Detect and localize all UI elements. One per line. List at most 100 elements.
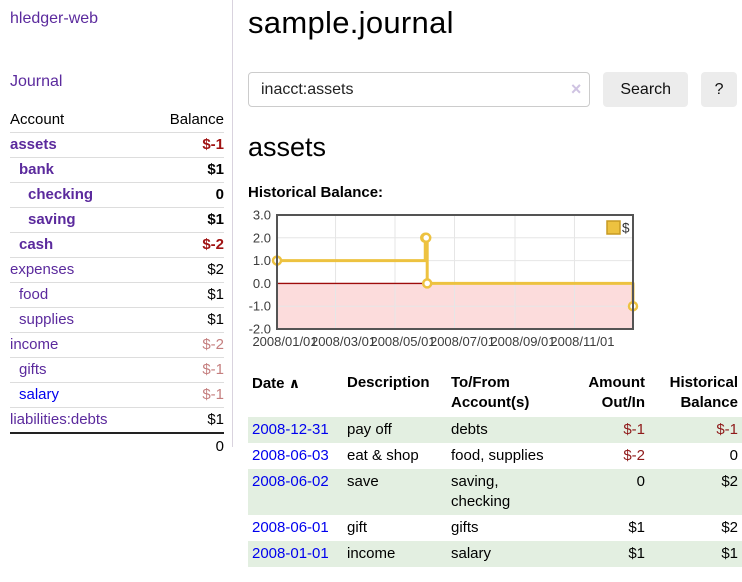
- app-title-link[interactable]: hledger-web: [10, 10, 99, 27]
- account-row: food $1: [10, 282, 224, 307]
- account-balance: 0: [215, 186, 224, 203]
- account-link[interactable]: bank: [19, 161, 55, 178]
- transaction-description: eat & shop: [347, 447, 419, 464]
- transaction-row[interactable]: 2008-06-03 eat & shop food, supplies $-2…: [248, 443, 742, 469]
- account-link[interactable]: assets: [10, 136, 57, 153]
- account-balance: $1: [207, 161, 224, 178]
- account-heading: assets: [248, 132, 327, 162]
- transaction-amount: $-2: [623, 447, 645, 464]
- account-row: bank $1: [10, 157, 224, 182]
- tofrom-column-header: To/From Account(s): [451, 374, 530, 411]
- transaction-balance: $2: [721, 519, 738, 536]
- chart-border: [276, 214, 634, 330]
- transaction-row[interactable]: 2008-06-01 gift gifts $1 $2: [248, 515, 742, 541]
- x-axis-tick-label: 2008/07/01: [430, 334, 495, 349]
- transaction-date-link[interactable]: 2008-06-01: [252, 519, 329, 536]
- y-axis-tick-label: 1.0: [253, 253, 271, 268]
- y-axis-tick-label: -1.0: [249, 299, 271, 314]
- balance-column-header: Balance: [169, 111, 224, 128]
- account-row: supplies $1: [10, 307, 224, 332]
- transaction-accounts: salary: [451, 545, 492, 562]
- account-row: income $-2: [10, 332, 224, 357]
- help-button[interactable]: ?: [701, 72, 737, 107]
- account-balance: $-2: [202, 336, 224, 353]
- transaction-accounts: food, supplies: [451, 447, 544, 464]
- date-column-header[interactable]: Date ∧: [248, 371, 343, 417]
- account-link[interactable]: cash: [19, 236, 54, 253]
- x-axis-tick-label: 2008/11/01: [550, 334, 614, 349]
- chart-svg: 3.0 2.0 1.0 0.0 -1.0 -2.02008/01/012008/03/01…: [249, 208, 639, 349]
- description-column-header: Description: [347, 374, 430, 391]
- account-link[interactable]: liabilities:debts: [10, 411, 108, 428]
- transaction-date-link[interactable]: 2008-06-02: [252, 473, 329, 490]
- page-title: sample.journal: [248, 5, 454, 40]
- transaction-accounts: saving, checking: [451, 473, 511, 510]
- transaction-date-link[interactable]: 2008-06-03: [252, 447, 329, 464]
- transaction-accounts: gifts: [451, 519, 479, 536]
- accounts-table: Account Balance assets $-1 bank $1 check…: [10, 108, 224, 459]
- amount-column-header: Amount Out/In: [588, 374, 645, 411]
- transaction-balance: $1: [721, 545, 738, 562]
- sidebar-item-journal[interactable]: Journal: [10, 73, 63, 90]
- transaction-description: gift: [347, 519, 368, 536]
- account-link[interactable]: salary: [19, 386, 60, 403]
- account-balance: $1: [207, 286, 224, 303]
- account-link[interactable]: checking: [28, 186, 94, 203]
- account-row: assets $-1: [10, 132, 224, 157]
- sort-ascending-icon: ∧: [288, 375, 301, 391]
- transaction-description: pay off: [347, 421, 392, 438]
- account-link[interactable]: saving: [28, 211, 76, 228]
- transaction-accounts: debts: [451, 421, 488, 438]
- y-axis-tick-label: -2.0: [249, 322, 271, 337]
- account-link[interactable]: food: [19, 286, 49, 303]
- transaction-amount: 0: [636, 473, 645, 490]
- clear-search-icon[interactable]: ×: [570, 79, 582, 99]
- accounts-table-header: Account Balance: [10, 108, 224, 132]
- data-point-marker: [421, 278, 433, 289]
- transaction-amount: $-1: [623, 421, 645, 438]
- transaction-balance: $-1: [716, 421, 738, 438]
- account-column-header: Account: [10, 111, 65, 128]
- account-link[interactable]: income: [10, 336, 59, 353]
- account-link[interactable]: gifts: [19, 361, 47, 378]
- register-header-row: Date ∧ Description To/From Account(s) Am…: [248, 371, 742, 417]
- transaction-date-link[interactable]: 2008-01-01: [252, 545, 329, 562]
- x-axis-tick-label: 2008/09/01: [490, 334, 555, 349]
- transaction-description: save: [347, 473, 379, 490]
- account-row: gifts $-1: [10, 357, 224, 382]
- account-row: cash $-2: [10, 232, 224, 257]
- account-balance: $1: [207, 311, 224, 328]
- transaction-row[interactable]: 2008-12-31 pay off debts $-1 $-1: [248, 417, 742, 443]
- sidebar: hledger-web Journal Account Balance asse…: [0, 0, 233, 455]
- main-panel: sample.journal × Search ? assets Histori…: [233, 0, 742, 582]
- account-balance: $-2: [202, 236, 224, 253]
- transaction-balance: $2: [721, 473, 738, 490]
- account-row: liabilities:debts $1: [10, 407, 224, 432]
- balance-column-header: Historical Balance: [669, 374, 738, 411]
- date-header-label: Date: [252, 375, 285, 392]
- transaction-date-link[interactable]: 2008-12-31: [252, 421, 329, 438]
- x-axis-tick-label: 2008/03/01: [311, 334, 376, 349]
- transaction-row[interactable]: 2008-06-02 save saving, checking 0 $2: [248, 469, 742, 515]
- y-axis-tick-label: 0.0: [253, 276, 271, 291]
- account-balance: $-1: [202, 386, 224, 403]
- search-input[interactable]: [248, 72, 591, 107]
- accounts-total: 0: [10, 432, 224, 459]
- search-button[interactable]: Search: [603, 72, 689, 107]
- transaction-description: income: [347, 545, 396, 562]
- chart-label: Historical Balance:: [248, 184, 384, 201]
- register-table: Date ∧ Description To/From Account(s) Am…: [248, 371, 742, 567]
- account-balance: $-1: [202, 136, 224, 153]
- account-balance: $1: [207, 211, 224, 228]
- y-axis-tick-label: 3.0: [253, 208, 271, 223]
- account-row: checking 0: [10, 182, 224, 207]
- transaction-amount: $1: [628, 519, 645, 536]
- account-link[interactable]: expenses: [10, 261, 75, 278]
- search-form: × Search ?: [248, 72, 737, 107]
- transaction-row[interactable]: 2008-01-01 income salary $1 $1: [248, 541, 742, 567]
- account-link[interactable]: supplies: [19, 311, 75, 328]
- account-row: salary $-1: [10, 382, 224, 407]
- legend-swatch: [606, 220, 621, 235]
- x-axis-tick-label: 2008/01/01: [252, 334, 317, 349]
- account-balance: $1: [207, 411, 224, 428]
